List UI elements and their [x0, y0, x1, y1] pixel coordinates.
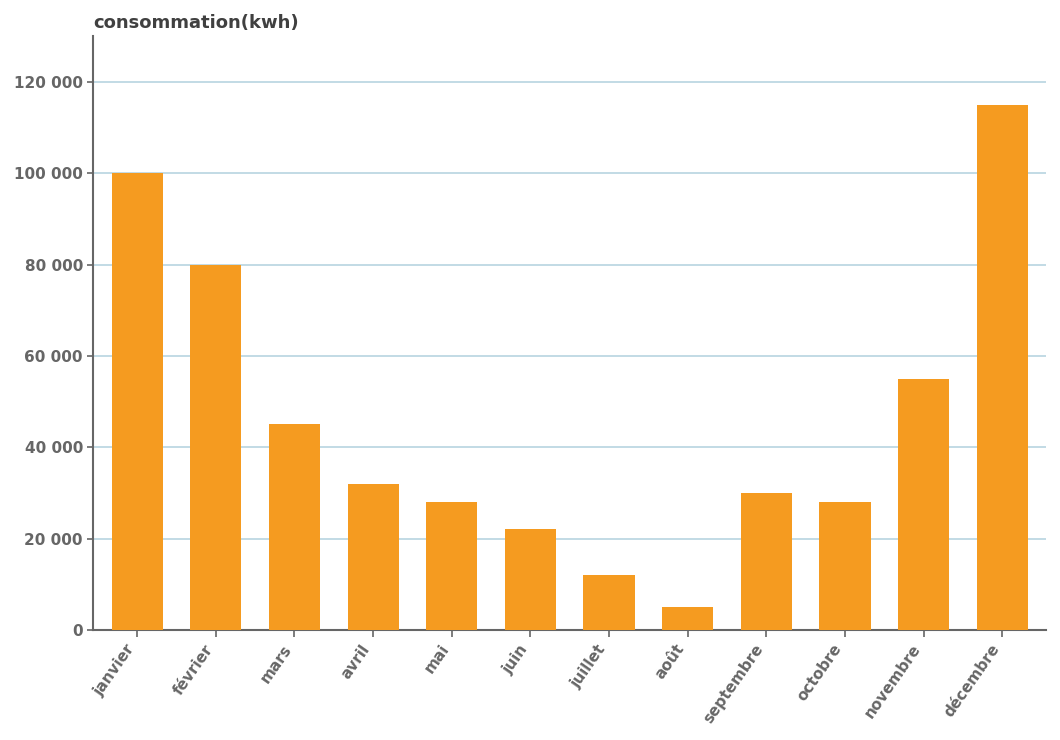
Bar: [426, 502, 477, 630]
Bar: [819, 502, 870, 630]
Bar: [190, 264, 242, 630]
Bar: [505, 529, 555, 630]
Bar: [662, 607, 713, 630]
Bar: [348, 484, 399, 630]
Bar: [898, 379, 949, 630]
Bar: [583, 575, 635, 630]
Bar: [269, 424, 320, 630]
Bar: [741, 493, 792, 630]
Bar: [976, 105, 1028, 630]
Bar: [111, 173, 163, 630]
Text: consommation(kwh): consommation(kwh): [93, 14, 299, 32]
